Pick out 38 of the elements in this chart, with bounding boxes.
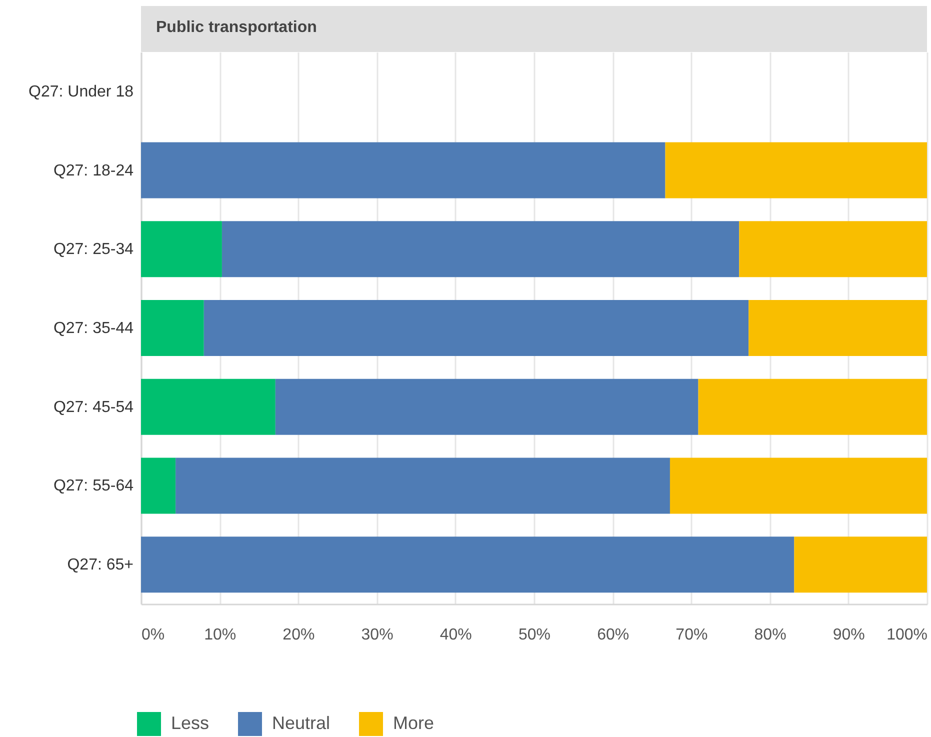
- bar: [141, 142, 666, 198]
- bar: [141, 378, 276, 435]
- y-tick-label: Q27: 18-24: [53, 162, 134, 180]
- y-tick-label: Q27: 25-34: [53, 241, 134, 258]
- bar: [176, 458, 670, 514]
- x-tick-label: 80%: [754, 626, 786, 644]
- chart-title: Public transportation: [156, 19, 317, 37]
- bar: [141, 221, 222, 278]
- x-tick-label: 60%: [597, 626, 630, 644]
- y-tick-label: Q27: 35-44: [53, 320, 134, 337]
- x-tick-label: 20%: [282, 626, 315, 644]
- x-tick-label: 30%: [361, 626, 394, 644]
- bar: [748, 300, 927, 356]
- y-tick-label: Q27: 55-64: [53, 478, 134, 495]
- bar: [141, 300, 204, 356]
- x-tick-label: 40%: [440, 626, 472, 644]
- bar: [222, 221, 740, 278]
- bar: [670, 458, 927, 514]
- x-tick-label: 90%: [832, 626, 865, 644]
- bar: [794, 536, 927, 593]
- legend-label: Neutral: [272, 713, 330, 733]
- y-tick-label: Q27: 65+: [67, 556, 134, 574]
- x-tick-label: 70%: [676, 626, 708, 644]
- bar: [665, 142, 927, 198]
- y-tick-label: Q27: Under 18: [28, 83, 134, 100]
- bar: [698, 378, 927, 435]
- x-tick-label: 10%: [204, 626, 236, 644]
- bar: [275, 378, 698, 435]
- bar: [141, 536, 794, 593]
- bar: [739, 221, 927, 278]
- bar: [204, 300, 749, 356]
- x-tick-label: 50%: [518, 626, 551, 644]
- legend-label: Less: [171, 713, 210, 733]
- y-tick-label: Q27: 45-54: [53, 398, 134, 416]
- bar: [141, 458, 176, 514]
- x-tick-label: 0%: [142, 626, 165, 644]
- legend-label: More: [393, 713, 434, 733]
- x-tick-label: 100%: [886, 626, 928, 644]
